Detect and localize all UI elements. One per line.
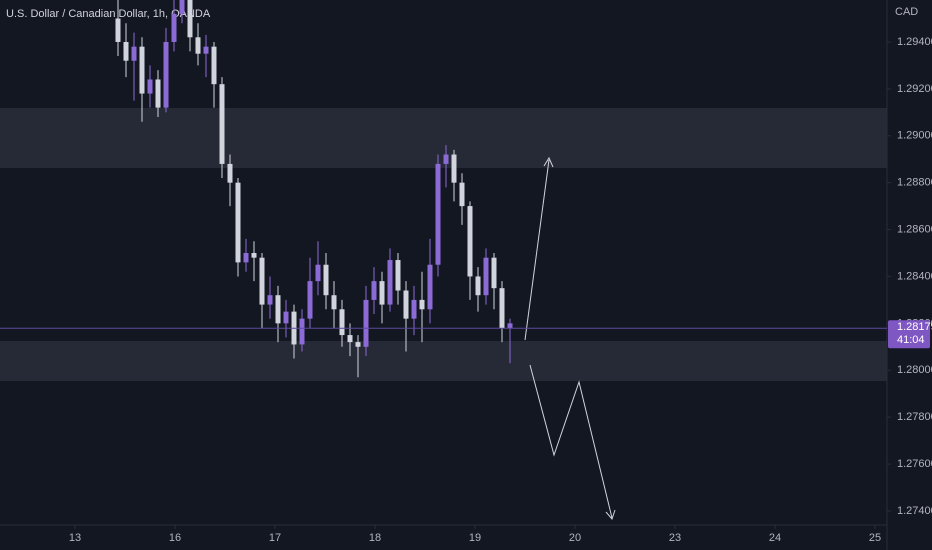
candle-body [499,288,505,329]
y-tick-label: 1.28800 [897,177,932,189]
drawings [524,156,616,520]
candle-body [347,335,353,343]
x-tick-label: 20 [569,532,581,544]
candle-body [459,182,465,207]
x-tick-label: 23 [669,532,681,544]
candle-body [251,253,257,258]
x-tick-label: 18 [369,532,381,544]
x-tick-label: 24 [769,532,781,544]
candle-body [131,46,137,61]
candle-body [115,18,121,42]
candle-body [227,163,233,183]
candle-body [507,323,513,329]
last-price-tag [888,320,930,349]
candle-body [451,154,457,183]
candle-body [243,253,249,263]
candle-body [355,342,361,347]
candle-body [147,79,153,94]
candle-body [323,264,329,296]
support-zone [0,341,887,381]
candle-body [307,281,313,319]
candle-body [203,46,209,54]
candle-body [339,309,345,336]
y-tick-label: 1.27600 [897,458,932,470]
countdown-label: 41:04 [897,334,925,346]
y-tick-label: 1.29200 [897,83,932,95]
chart-title: U.S. Dollar / Canadian Dollar, 1h, OANDA [6,8,211,20]
candle-body [491,257,497,289]
candle-body [155,79,161,108]
candle-body [275,295,281,324]
x-tick-label: 17 [269,532,281,544]
candle-body [299,318,305,345]
candle-body [283,311,289,324]
candle-body [419,299,425,310]
y-tick-label: 1.28000 [897,364,932,376]
candle-body [195,37,201,54]
candle-body [171,13,177,42]
candle-body [371,281,377,300]
x-tick-label: 16 [169,532,181,544]
candle-body [379,281,385,305]
candle-body [475,276,481,296]
candle-body [123,41,129,61]
y-tick-label: 1.28400 [897,270,932,282]
candle-body [443,154,449,164]
y-tick-label: 1.28600 [897,223,932,235]
candle-body [395,260,401,291]
candle-body [179,0,185,14]
candle-body [411,299,417,319]
last-price-label: 1.28179 [897,321,932,333]
y-tick-label: 1.27400 [897,505,932,517]
candle-body [363,299,369,347]
candle-body [163,41,169,108]
candle-body [219,84,225,164]
candle-body [387,260,393,305]
arrow-head [543,156,554,168]
candle-body [331,295,337,310]
y-tick-label: 1.29400 [897,36,932,48]
arrow-head [605,509,616,520]
candle-body [467,206,473,277]
candle-body [267,295,273,305]
candle-body [403,290,409,319]
x-tick-label: 19 [469,532,481,544]
candle-body [483,257,489,296]
currency-label: CAD [895,6,918,18]
candle-body [139,46,145,94]
candle-body [211,46,217,85]
y-tick-label: 1.27800 [897,411,932,423]
x-tick-label: 25 [869,532,881,544]
y-tick-label: 1.29000 [897,130,932,142]
candle-body [235,182,241,263]
candle-body [259,257,265,305]
down-scenario-arrow [529,364,613,519]
candle-body [315,264,321,282]
candle-body [187,0,193,38]
up-scenario-arrow [524,159,550,341]
candle-body [427,264,433,310]
x-tick-label: 13 [69,532,81,544]
candle-body [435,163,441,265]
